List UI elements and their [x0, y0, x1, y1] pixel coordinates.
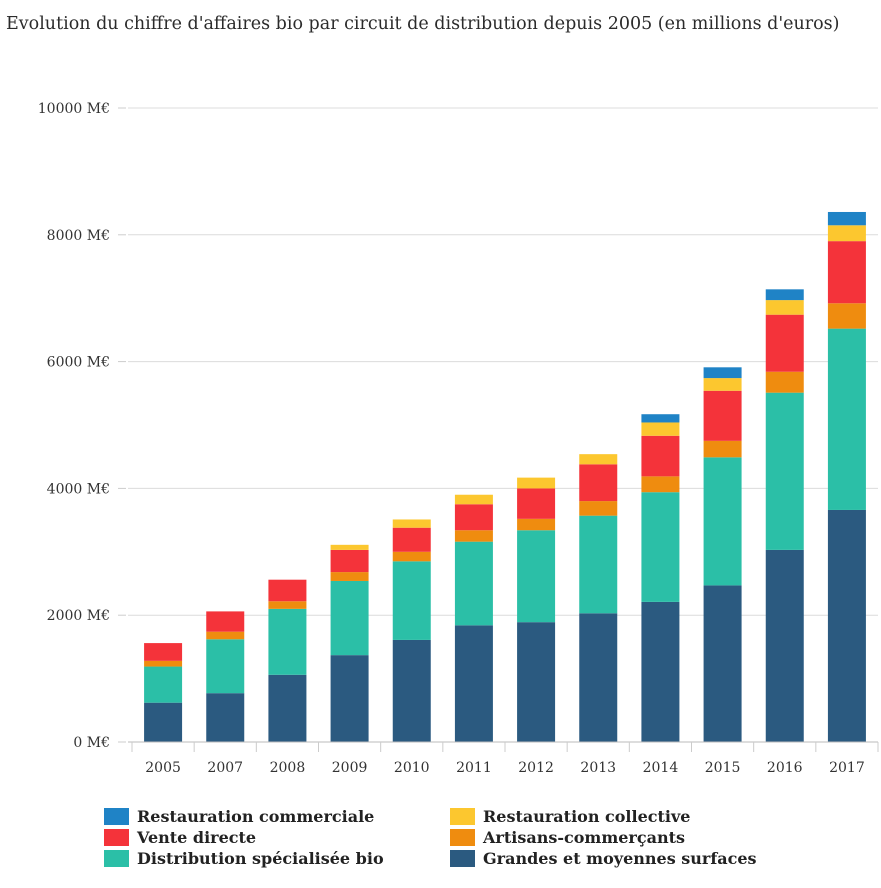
bar-segment-collective [765, 300, 804, 315]
y-tick-label: 4000 M€ [47, 481, 110, 497]
bar-segment-artisans [827, 303, 866, 329]
bar-segment-gms [765, 549, 804, 742]
bar-segment-vente [827, 241, 866, 304]
legend-swatch-gms [450, 850, 475, 867]
bar-segment-gms [641, 601, 680, 742]
y-axis: 0 M€ 2000 M€ 4000 M€ 6000 M€ 8000 M€ 10000 M€ [38, 101, 126, 751]
x-tick-label: 2015 [705, 760, 741, 776]
legend-swatch-collective [450, 808, 475, 825]
y-tick-label: 6000 M€ [47, 355, 110, 371]
bar-segment-artisans [517, 518, 556, 531]
bar-segment-gms [268, 674, 307, 742]
x-tick-label: 2016 [767, 760, 803, 776]
bar-segment-collective [392, 519, 431, 528]
legend-swatch-vente [104, 829, 129, 846]
bar-segment-collective [827, 225, 866, 242]
bar-segment-distrib [641, 492, 680, 602]
y-tick-label: 2000 M€ [47, 608, 110, 624]
bar-segment-artisans [765, 371, 804, 393]
bar-segment-distrib [517, 530, 556, 623]
bar-segment-artisans [579, 501, 618, 516]
bar-segment-gms [827, 509, 866, 742]
legend-label-collective: Restauration collective [483, 807, 690, 826]
bar-segment-distrib [206, 639, 245, 694]
bar-segment-vente [392, 527, 431, 552]
chart-title: Evolution du chiffre d'affaires bio par … [6, 14, 840, 34]
x-tick-label: 2008 [270, 760, 306, 776]
bar-segment-gms [579, 613, 618, 742]
legend-swatch-artisans [450, 829, 475, 846]
bar-segment-gms [144, 702, 183, 742]
x-tick-label: 2011 [456, 760, 492, 776]
bar-segment-collective [517, 477, 556, 489]
bar-segment-gms [330, 655, 369, 742]
x-tick-label: 2012 [518, 760, 554, 776]
bars [144, 211, 866, 742]
legend-label-gms: Grandes et moyennes surfaces [483, 849, 757, 868]
legend-swatch-commerciale [104, 808, 129, 825]
x-tick-label: 2005 [145, 760, 181, 776]
bar-segment-distrib [454, 541, 493, 626]
bar-segment-collective [579, 454, 618, 465]
bar-segment-commerciale [703, 367, 742, 379]
legend: Restauration commerciale Restauration col… [104, 807, 757, 868]
x-tick-label: 2010 [394, 760, 430, 776]
bar-segment-artisans [454, 530, 493, 542]
legend-swatch-distrib [104, 850, 129, 867]
bar-segment-gms [206, 693, 245, 742]
x-tick-label: 2007 [207, 760, 243, 776]
bar-segment-vente [641, 435, 680, 477]
y-tick-label: 10000 M€ [38, 101, 110, 117]
bar-segment-vente [144, 643, 183, 661]
legend-label-commerciale: Restauration commerciale [137, 807, 374, 826]
bar-segment-gms [392, 639, 431, 742]
legend-label-distrib: Distribution spécialisée bio [137, 849, 384, 868]
legend-label-vente: Vente directe [136, 828, 256, 847]
bar-segment-distrib [268, 608, 307, 675]
bar-segment-distrib [827, 328, 866, 510]
bar-segment-artisans [641, 476, 680, 493]
bar-segment-collective [641, 422, 680, 436]
bar-segment-gms [517, 622, 556, 742]
bar-segment-artisans [392, 551, 431, 562]
legend-label-artisans: Artisans-commerçants [482, 828, 685, 847]
bar-segment-collective [703, 378, 742, 391]
bar-segment-artisans [268, 601, 307, 609]
bar-segment-vente [765, 314, 804, 372]
bar-segment-artisans [144, 660, 183, 667]
bar-segment-gms [454, 625, 493, 742]
bar-segment-distrib [330, 580, 369, 656]
bar-segment-commerciale [765, 289, 804, 301]
bar-segment-distrib [579, 515, 618, 614]
x-tick-label: 2017 [829, 760, 865, 776]
bar-segment-distrib [144, 666, 183, 703]
bar-segment-commerciale [641, 414, 680, 423]
x-tick-label: 2014 [643, 760, 679, 776]
bar-segment-vente [579, 464, 618, 502]
bar-segment-artisans [206, 631, 245, 640]
bar-segment-distrib [703, 457, 742, 586]
bar-segment-vente [703, 390, 742, 441]
bar-segment-vente [330, 549, 369, 573]
y-tick-label: 8000 M€ [47, 228, 110, 244]
bar-segment-vente [268, 579, 307, 602]
bar-segment-distrib [392, 561, 431, 640]
bar-segment-distrib [765, 392, 804, 550]
bar-segment-collective [454, 494, 493, 505]
bar-segment-vente [454, 504, 493, 531]
bar-segment-gms [703, 585, 742, 742]
x-axis: 2005 2007 2008 2009 2010 2011 2012 2013 2014 2015… [128, 741, 879, 776]
bar-segment-artisans [703, 440, 742, 458]
y-tick-label: 0 M€ [73, 735, 110, 751]
bar-segment-vente [206, 611, 245, 632]
bar-segment-collective [330, 544, 369, 550]
gridlines [128, 107, 878, 616]
bar-segment-commerciale [827, 211, 866, 226]
x-tick-label: 2009 [332, 760, 368, 776]
bar-segment-vente [517, 488, 556, 519]
bar-segment-artisans [330, 572, 369, 581]
x-tick-label: 2013 [580, 760, 616, 776]
